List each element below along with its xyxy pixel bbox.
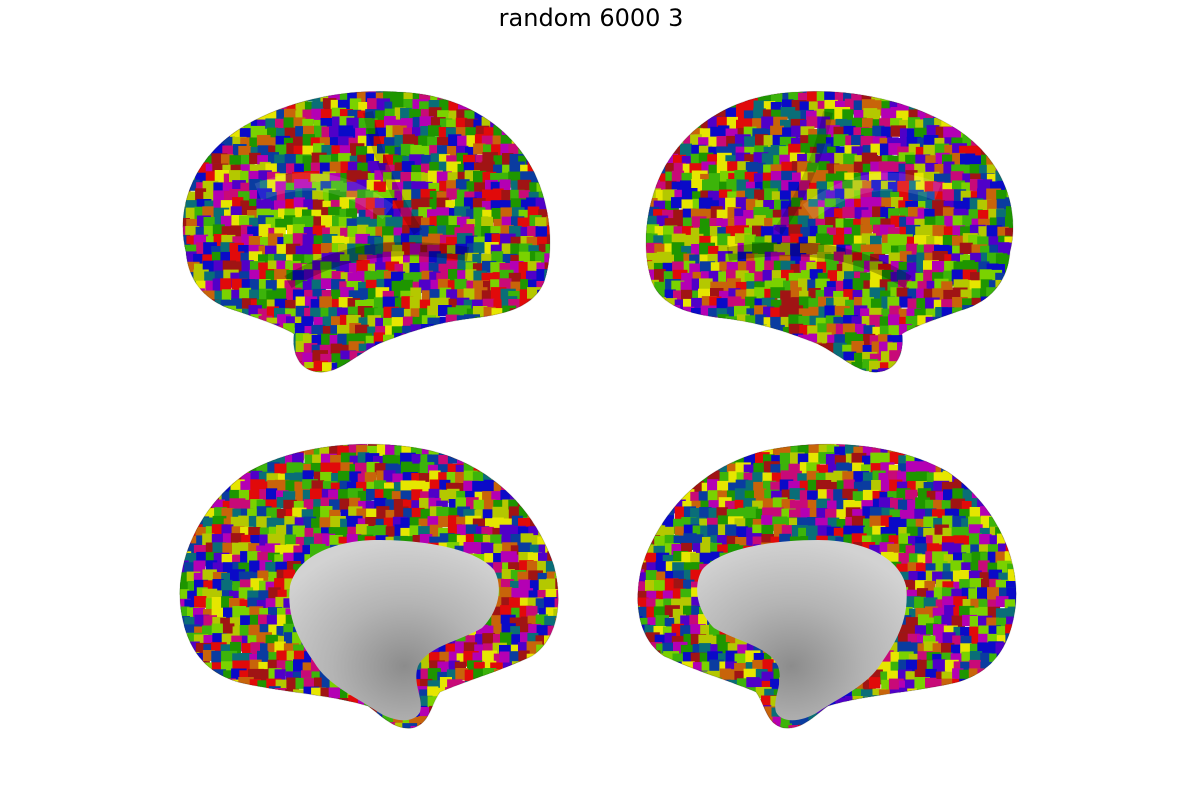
sulcus-shading: [726, 111, 942, 289]
right-lateral-brain-surface: [645, 90, 1014, 373]
medial-wall: [697, 540, 907, 721]
figure-title: random 6000 3: [498, 4, 684, 32]
left-lateral-brain-view: [168, 82, 568, 382]
right-medial-brain-view: [628, 436, 1028, 736]
left-medial-brain-view: [168, 436, 568, 736]
left-medial-brain-surface: [179, 443, 559, 729]
left-lateral-brain-surface: [182, 90, 551, 373]
right-medial-brain-surface: [637, 443, 1017, 729]
medial-wall: [289, 540, 499, 721]
right-lateral-brain-view: [628, 82, 1028, 382]
sulcus-shading: [254, 111, 470, 289]
